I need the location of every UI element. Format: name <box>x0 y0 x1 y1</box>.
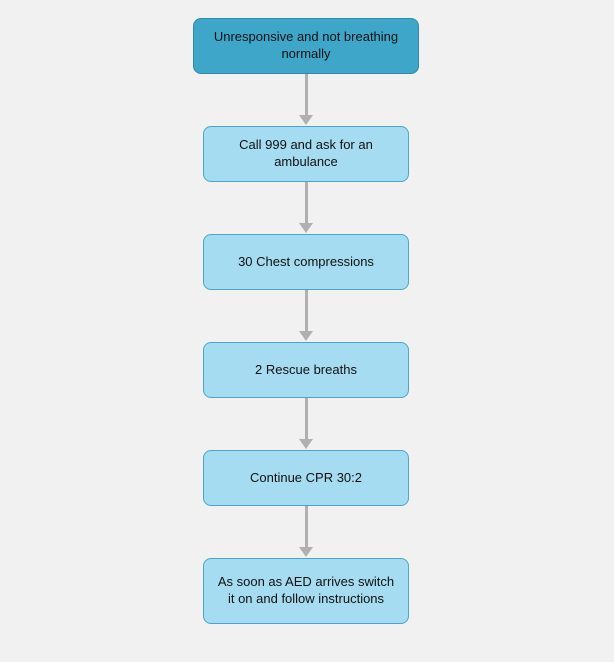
flow-arrow-n4-n5 <box>299 398 313 449</box>
flow-arrow-n1-n2 <box>299 74 313 125</box>
flow-arrow-n2-n3 <box>299 182 313 233</box>
flow-node-n5: Continue CPR 30:2 <box>203 450 409 506</box>
flowchart-canvas: Unresponsive and not breathing normally C… <box>0 0 614 662</box>
arrow-head-icon <box>299 331 313 341</box>
arrow-line <box>305 398 308 440</box>
flow-node-label: As soon as AED arrives switch it on and … <box>214 574 398 608</box>
flow-node-n6: As soon as AED arrives switch it on and … <box>203 558 409 624</box>
arrow-line <box>305 182 308 224</box>
flow-node-label: Continue CPR 30:2 <box>214 470 398 487</box>
flow-node-label: Unresponsive and not breathing normally <box>204 29 408 63</box>
flow-node-label: 30 Chest compressions <box>214 254 398 271</box>
flow-arrow-n3-n4 <box>299 290 313 341</box>
arrow-head-icon <box>299 115 313 125</box>
arrow-head-icon <box>299 223 313 233</box>
arrow-line <box>305 290 308 332</box>
flow-node-label: 2 Rescue breaths <box>214 362 398 379</box>
flow-node-label: Call 999 and ask for an ambulance <box>214 137 398 171</box>
flow-node-n3: 30 Chest compressions <box>203 234 409 290</box>
flow-arrow-n5-n6 <box>299 506 313 557</box>
arrow-line <box>305 506 308 548</box>
arrow-head-icon <box>299 547 313 557</box>
flow-node-n2: Call 999 and ask for an ambulance <box>203 126 409 182</box>
flow-node-n1: Unresponsive and not breathing normally <box>193 18 419 74</box>
arrow-line <box>305 74 308 116</box>
arrow-head-icon <box>299 439 313 449</box>
flow-node-n4: 2 Rescue breaths <box>203 342 409 398</box>
